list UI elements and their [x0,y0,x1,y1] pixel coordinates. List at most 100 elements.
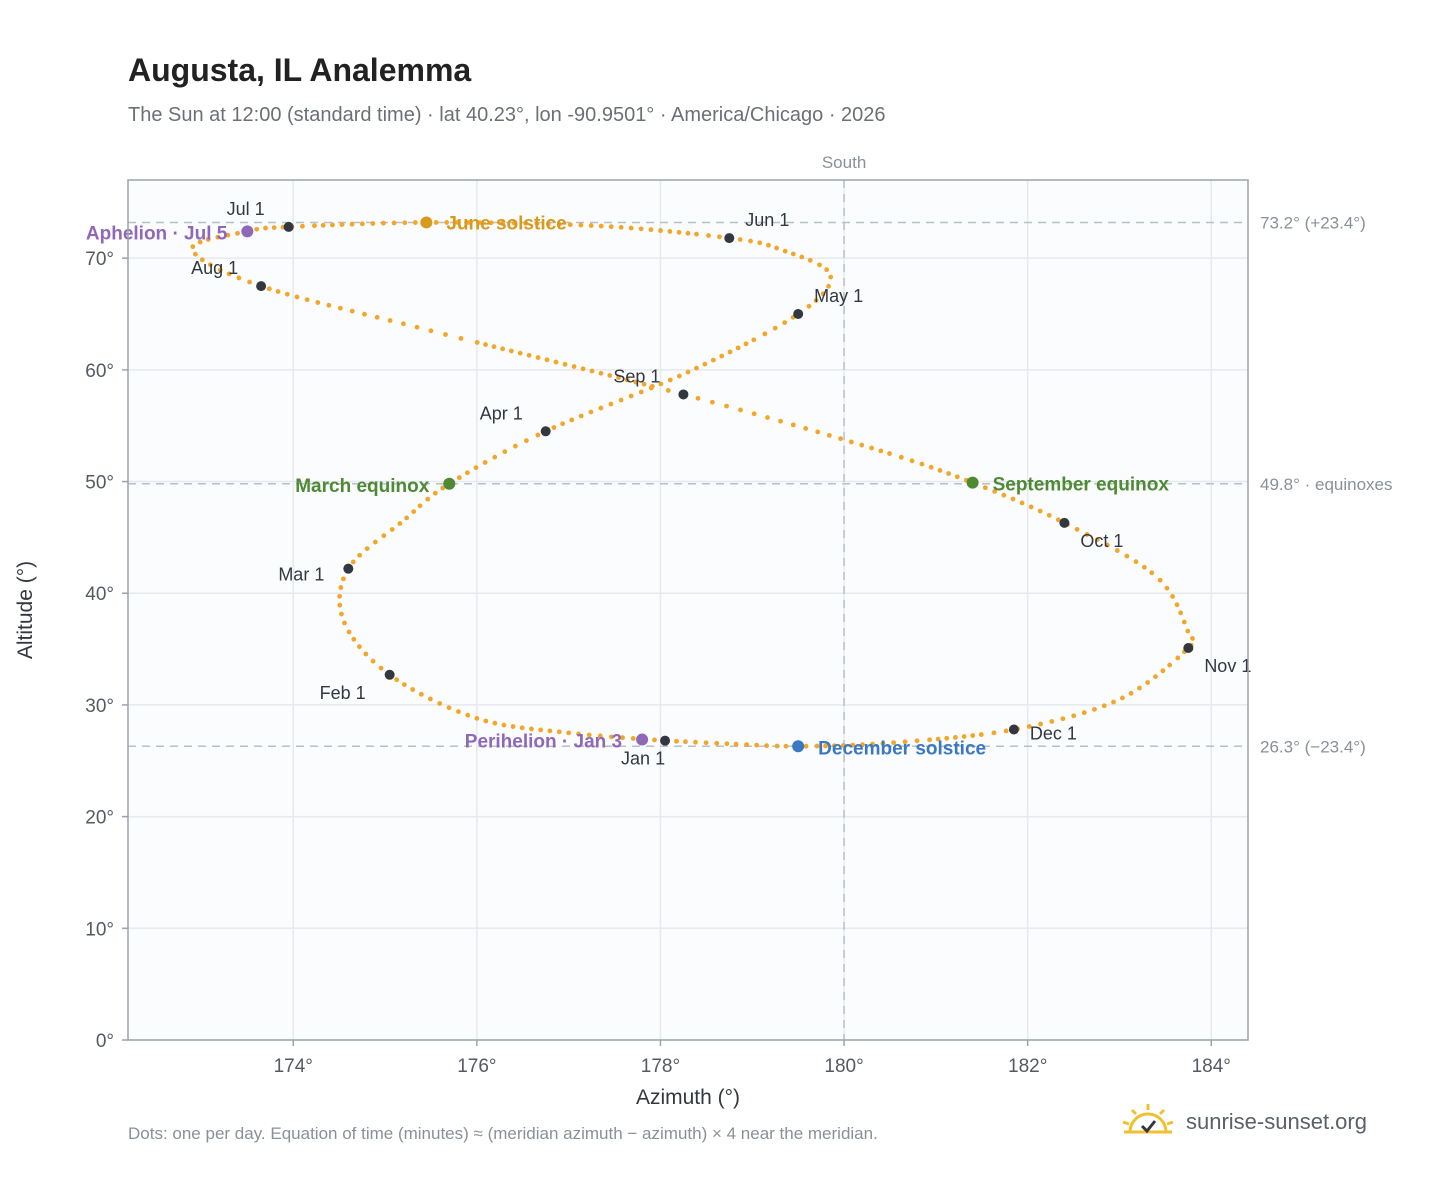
day-dot [649,383,655,389]
day-dot [710,357,716,363]
day-dot [1128,690,1134,696]
day-dot [511,220,517,226]
day-dot [828,274,834,280]
day-dot [694,365,699,371]
day-dot [417,503,423,509]
day-dot [928,464,934,470]
day-dot [225,232,231,238]
day-dot [807,257,813,263]
day-dot [667,377,673,383]
day-dot [427,696,433,702]
x-tick-label: 184° [1192,1056,1231,1077]
day-dot [207,262,213,268]
day-dot [1094,537,1100,543]
day-dot [404,515,410,521]
day-dot [608,224,614,230]
day-dot [991,730,997,736]
day-dot [350,559,356,565]
day-dot [374,314,380,320]
day-dot [425,496,431,502]
day-dot [304,297,310,303]
day-dot [569,417,575,423]
day-dot [545,221,551,227]
day-dot [263,225,268,231]
day-dot [618,397,624,403]
day-dot [706,233,711,238]
day-dot [714,740,720,746]
month-label: Jun 1 [745,210,789,230]
month-label: Nov 1 [1204,656,1251,676]
brand[interactable]: sunrise-sunset.org [1120,1102,1367,1142]
day-dot [483,718,489,724]
x-tick-label: 178° [641,1056,680,1077]
day-dot [474,715,480,721]
day-dot [799,254,805,260]
day-dot [394,677,400,683]
day-dot [1046,512,1052,518]
day-dot [510,724,516,729]
event-label: Aphelion · Jul 5 [86,223,228,244]
day-dot [299,223,305,229]
day-dot [547,728,553,734]
day-dot [378,665,384,671]
day-dot [902,739,908,745]
day-dot [946,471,951,476]
day-dot [1071,713,1077,719]
day-dot [477,220,483,225]
day-dot [738,407,743,413]
day-dot [935,736,941,742]
day-dot [380,220,386,226]
day-dot [1001,492,1007,498]
month-label: Jul 1 [227,199,265,219]
day-dot [1114,548,1120,553]
day-dot [803,743,809,749]
day-dot [501,722,507,728]
day-dot [488,220,494,226]
day-dot [456,475,462,481]
day-dot [860,742,865,748]
month-label: Feb 1 [320,683,366,703]
day-dot [349,308,355,314]
day-dot [528,726,534,732]
day-dot [719,353,725,359]
day-dot [349,221,355,227]
day-dot [814,743,820,749]
day-dot [580,366,586,372]
day-dot [456,709,461,715]
event-label: December solstice [818,738,986,759]
day-dot [1010,496,1016,502]
day-dot [840,743,846,748]
day-dot [556,729,562,735]
event-marker [636,733,649,746]
day-dot [455,220,460,225]
analemma-path [190,220,1195,749]
day-dot [676,229,682,235]
day-dot [751,411,757,417]
axes: 174° 176° 178° 180° 182° 184° 0° 10° 20° 30° 40° 50… [14,249,1231,1109]
month-marker [384,669,395,680]
day-dot [588,409,594,415]
month-marker [1183,642,1194,653]
day-dot [598,370,604,376]
sun-logo-icon [1122,1104,1174,1134]
day-dot [685,230,691,236]
day-dot [970,733,976,738]
day-dot [254,226,260,232]
day-dot [1049,719,1055,724]
day-dot [820,291,826,297]
day-dot [674,738,679,744]
day-dot [517,350,523,356]
day-dot [482,460,488,465]
day-dot [588,223,594,228]
day-dot [1167,662,1173,668]
day-dot [774,743,780,749]
day-dot [790,422,796,428]
day-dot [284,291,290,297]
day-dot [473,465,479,471]
day-dot [978,732,984,737]
day-dot [418,691,424,697]
day-dot [733,741,739,747]
day-dot [813,298,819,303]
day-dot [362,311,367,317]
month-marker [1008,724,1019,735]
